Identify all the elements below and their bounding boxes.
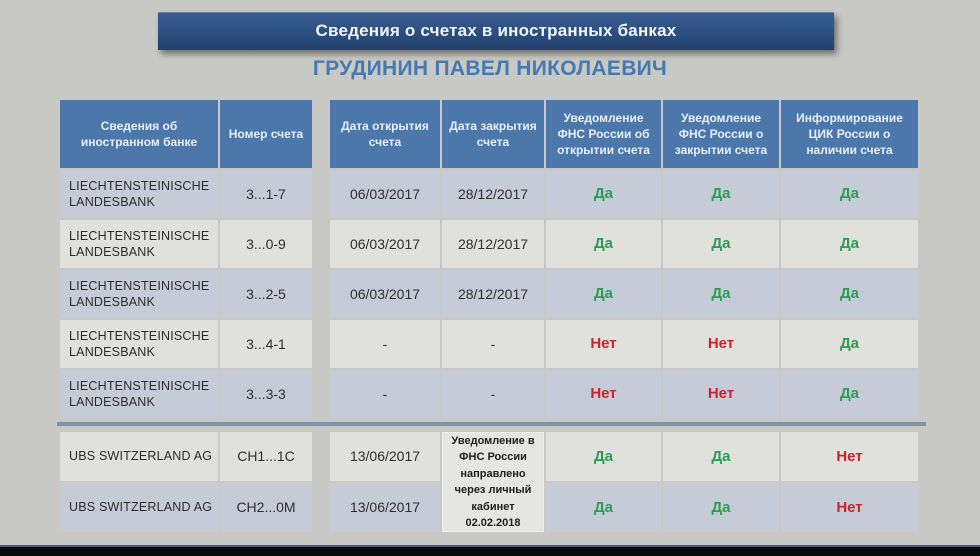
header-fns-open: Уведомление ФНС России об открытии счета — [546, 100, 661, 168]
account-cell: 3...1-7 — [220, 170, 312, 218]
account-cell: 3...3-3 — [220, 370, 312, 418]
column-gap — [314, 320, 328, 368]
open-date-cell: 06/03/2017 — [330, 170, 440, 218]
bank-cell: UBS SWITZERLAND AG — [60, 432, 218, 481]
header-open-date: Дата открытия счета — [330, 100, 440, 168]
fns-close-status: Да — [663, 483, 779, 532]
fns-close-status: Да — [663, 270, 779, 318]
bank-cell: LIECHTENSTEINISCHE LANDESBANK — [60, 170, 218, 218]
column-gap — [314, 220, 328, 268]
fns-close-status: Нет — [663, 320, 779, 368]
fns-close-status: Нет — [663, 370, 779, 418]
header-fns-close: Уведомление ФНС России о закрытии счета — [663, 100, 779, 168]
close-date-cell: - — [442, 320, 544, 368]
close-date-cell: 28/12/2017 — [442, 220, 544, 268]
bank-cell: UBS SWITZERLAND AG — [60, 483, 218, 532]
header-close-date: Дата закрытия счета — [442, 100, 544, 168]
open-date-cell: - — [330, 320, 440, 368]
account-cell: 3...0-9 — [220, 220, 312, 268]
cik-status: Нет — [781, 432, 918, 481]
person-name: ГРУДИНИН ПАВЕЛ НИКОЛАЕВИЧ — [312, 57, 668, 80]
ubs-accounts-table: Уведомление в ФНС России направлено чере… — [60, 432, 918, 532]
cik-status: Да — [781, 320, 918, 368]
fns-close-status: Да — [663, 220, 779, 268]
open-date-cell: - — [330, 370, 440, 418]
fns-open-status: Да — [546, 170, 661, 218]
bank-cell: LIECHTENSTEINISCHE LANDESBANK — [60, 370, 218, 418]
fns-note-cell: Уведомление в ФНС России направлено чере… — [442, 432, 544, 532]
column-gap — [314, 100, 328, 168]
fns-open-status: Да — [546, 432, 661, 481]
bank-cell: LIECHTENSTEINISCHE LANDESBANK — [60, 220, 218, 268]
cik-status: Нет — [781, 483, 918, 532]
title-text: Сведения о счетах в иностранных банках — [315, 21, 677, 40]
cik-status: Да — [781, 170, 918, 218]
fns-open-status: Да — [546, 483, 661, 532]
column-gap — [314, 370, 328, 418]
open-date-cell: 13/06/2017 — [330, 483, 440, 532]
fns-open-status: Да — [546, 270, 661, 318]
open-date-cell: 06/03/2017 — [330, 270, 440, 318]
fns-open-status: Да — [546, 220, 661, 268]
bottom-black-bar — [0, 545, 980, 556]
open-date-cell: 06/03/2017 — [330, 220, 440, 268]
open-date-cell: 13/06/2017 — [330, 432, 440, 481]
bank-cell: LIECHTENSTEINISCHE LANDESBANK — [60, 270, 218, 318]
close-date-cell: 28/12/2017 — [442, 270, 544, 318]
account-cell: 3...4-1 — [220, 320, 312, 368]
fns-open-status: Нет — [546, 370, 661, 418]
fns-close-status: Да — [663, 432, 779, 481]
section-separator — [57, 422, 926, 426]
close-date-cell: 28/12/2017 — [442, 170, 544, 218]
column-gap — [314, 270, 328, 318]
cik-status: Да — [781, 270, 918, 318]
account-cell: CH2...0M — [220, 483, 312, 532]
close-date-cell: - — [442, 370, 544, 418]
accounts-table: Сведения об иностранном банке Номер счет… — [60, 100, 918, 418]
header-account: Номер счета — [220, 100, 312, 168]
header-cik: Информирование ЦИК России о наличии счет… — [781, 100, 918, 168]
column-gap — [314, 170, 328, 218]
title-banner: Сведения о счетах в иностранных банках — [158, 12, 834, 50]
cik-status: Да — [781, 220, 918, 268]
cik-status: Да — [781, 370, 918, 418]
account-cell: 3...2-5 — [220, 270, 312, 318]
account-cell: CH1...1C — [220, 432, 312, 481]
header-bank: Сведения об иностранном банке — [60, 100, 218, 168]
fns-open-status: Нет — [546, 320, 661, 368]
fns-close-status: Да — [663, 170, 779, 218]
bank-cell: LIECHTENSTEINISCHE LANDESBANK — [60, 320, 218, 368]
